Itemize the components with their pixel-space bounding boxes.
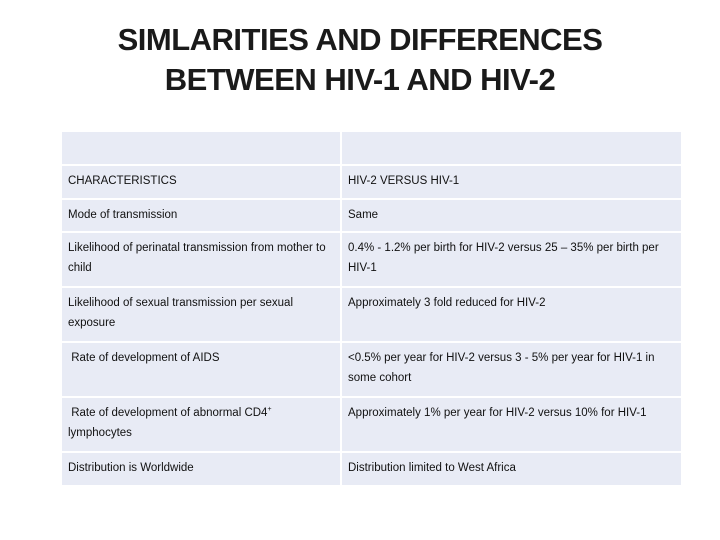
header-hiv2-versus-hiv1: HIV-2 VERSUS HIV-1 bbox=[340, 164, 683, 200]
characteristic-text: Rate of development of abnormal CD4 bbox=[68, 407, 268, 419]
characteristic-cell: Rate of development of abnormal CD4+ lym… bbox=[60, 396, 342, 453]
slide-title-line-1: SIMLARITIES AND DIFFERENCES bbox=[117, 22, 603, 57]
characteristic-cell: Likelihood of sexual transmission per se… bbox=[60, 286, 342, 343]
characteristic-cell: Distribution is Worldwide bbox=[60, 451, 342, 487]
blank-cell bbox=[340, 130, 683, 166]
comparison-cell: Approximately 1% per year for HIV-2 vers… bbox=[340, 396, 683, 453]
slide-title-line-2: BETWEEN HIV-1 AND HIV-2 bbox=[164, 62, 556, 97]
slide-title: SIMLARITIES AND DIFFERENCES BETWEEN HIV-… bbox=[40, 20, 680, 100]
comparison-cell: <0.5% per year for HIV-2 versus 3 - 5% p… bbox=[340, 341, 683, 398]
comparison-cell: Same bbox=[340, 198, 683, 233]
table-row: Rate of development of AIDS <0.5% per ye… bbox=[60, 341, 683, 398]
table-row: Likelihood of sexual transmission per se… bbox=[60, 286, 683, 343]
table-row: Distribution is Worldwide Distribution l… bbox=[60, 451, 683, 487]
table-row: Mode of transmission Same bbox=[60, 198, 683, 233]
characteristic-cell: Mode of transmission bbox=[60, 198, 342, 233]
table-blank-row bbox=[60, 130, 683, 166]
characteristic-cell: Likelihood of perinatal transmission fro… bbox=[60, 231, 342, 288]
header-characteristics: CHARACTERISTICS bbox=[60, 164, 342, 200]
table-header-row: CHARACTERISTICS HIV-2 VERSUS HIV-1 bbox=[60, 164, 683, 200]
table-row: Likelihood of perinatal transmission fro… bbox=[60, 231, 683, 288]
characteristic-text-cont: lymphocytes bbox=[68, 407, 275, 439]
comparison-table: CHARACTERISTICS HIV-2 VERSUS HIV-1 Mode … bbox=[60, 130, 683, 487]
comparison-cell: 0.4% - 1.2% per birth for HIV-2 versus 2… bbox=[340, 231, 683, 288]
blank-cell bbox=[60, 130, 342, 166]
characteristic-text: Rate of development of AIDS bbox=[68, 352, 220, 364]
table-row: Rate of development of abnormal CD4+ lym… bbox=[60, 396, 683, 453]
superscript-plus: + bbox=[267, 406, 272, 414]
comparison-cell: Approximately 3 fold reduced for HIV-2 bbox=[340, 286, 683, 343]
characteristic-cell: Rate of development of AIDS bbox=[60, 341, 342, 398]
comparison-cell: Distribution limited to West Africa bbox=[340, 451, 683, 487]
